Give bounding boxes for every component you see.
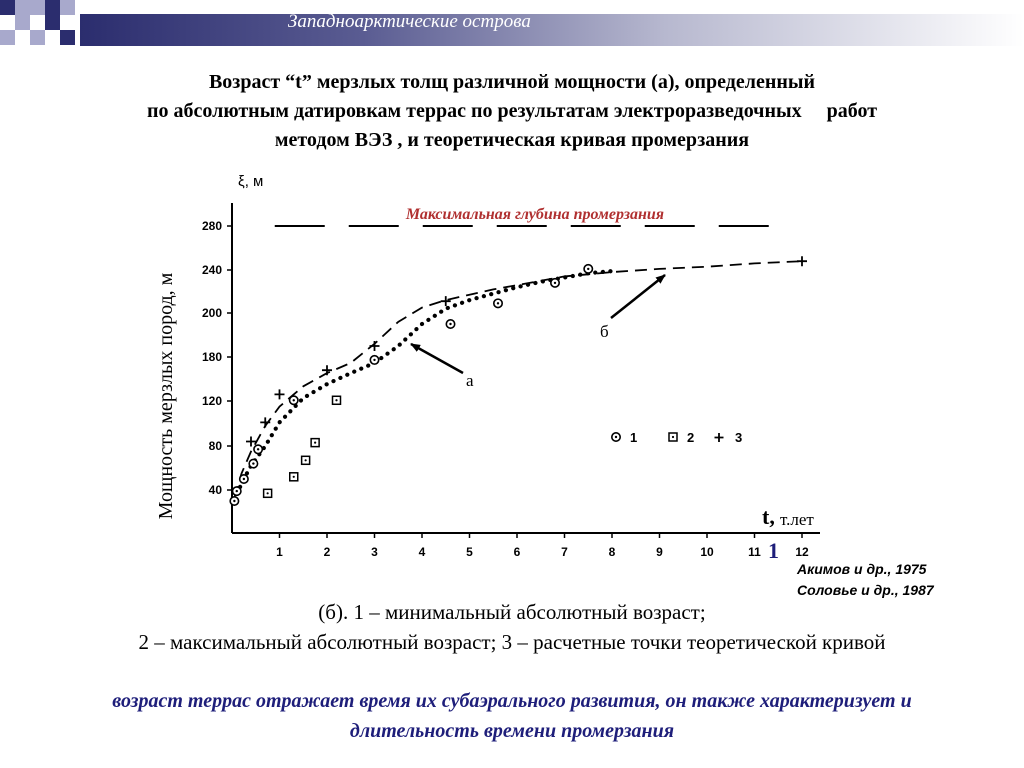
x-tick-label: 11 [748,545,761,559]
data-point-series-2-dot [266,492,269,495]
x-tick-label: 8 [609,545,616,559]
data-point-series-3 [797,256,807,267]
data-point-series-1-dot [233,499,236,503]
data-point-series-1-dot [235,489,238,493]
curve-a-label: а [466,371,474,390]
data-point-series-1-dot [256,448,260,451]
deco-square [30,0,45,15]
deco-square [30,30,45,45]
curve-b-line [233,260,803,498]
caption-line: (б). 1 – минимальный абсолютный возраст; [318,600,706,624]
main-title-line: по абсолютным датировкам террас по резул… [146,100,878,122]
y-tick-label: 180 [202,350,222,364]
x-axis-unit-label: т.лет [780,510,814,529]
data-point-series-1-dot [252,462,255,465]
y-tick-label: 120 [202,394,222,408]
deco-square [60,0,75,15]
data-point-series-1-dot [242,477,246,481]
header-band: Западноарктические острова [0,0,1024,46]
curve-a-line [232,269,615,504]
legend-marker-square-dot [668,432,678,442]
data-point-series-3 [260,417,271,428]
header-title: Западноарктические острова [288,11,531,32]
x-tick-label: 7 [561,545,568,559]
y-unit-label: ξ, м [238,173,263,190]
y-tick-label: 240 [202,263,222,277]
data-point-series-2-dot [335,399,338,402]
data-point-series-3 [274,389,285,400]
curve-a-arrow [410,342,464,375]
main-title: Возраст “t” мерзлых толщ различной мощно… [30,68,994,155]
data-point-series-3 [322,365,332,376]
main-title-line: Возраст “t” мерзлых толщ различной мощно… [208,71,816,93]
data-point-series-1-dot [587,267,590,271]
x-tick-label: 12 [795,545,809,559]
data-point-series-3 [246,436,256,447]
curve-b-arrow [610,274,666,319]
y-tick-label: 280 [202,219,222,233]
x-tick-label: 5 [466,545,473,559]
data-point-series-1-dot [292,399,295,402]
data-point-series-2-dot [304,459,307,462]
data-point-series-1-dot [496,302,500,305]
data-point-series-3 [369,341,380,351]
legend-label-2: 2 [687,430,694,445]
summary-note: возраст террас отражает время их субаэра… [112,690,912,742]
legend-marker-circle-dot [610,431,621,442]
x-tick-label: 4 [419,545,426,559]
source-line: Соловье и др., 1987 [797,582,934,598]
x-tick-label: 6 [514,545,521,559]
deco-square [0,0,15,15]
main-title-line: методом ВЭЗ , и теоретическая кривая про… [274,129,750,151]
x-axis-t-label: t, [762,504,775,529]
legend-marker-dot [614,435,618,439]
data-point-series-2-dot [314,441,317,444]
data-point-series-1-dot [449,322,452,326]
y-axis-title: Мощность мерзлых пород, м [155,272,177,519]
legend-label-3: 3 [735,430,742,445]
data-point-series-1-dot [553,281,557,285]
curve-b-label: б [600,322,609,341]
source-line: Акимов и др., 1975 [797,561,927,577]
y-tick-label: 40 [209,483,223,497]
deco-square [45,15,60,30]
deco-square [45,0,60,15]
legend-marker-plus [714,433,724,442]
y-tick-label: 80 [209,439,223,453]
data-point-series-3 [440,296,451,307]
y-tick-label: 200 [202,306,222,320]
x-tick-label: 9 [656,545,663,559]
legend-marker-dot [671,435,675,439]
caption-line: 2 – максимальный абсолютный возраст; 3 –… [138,630,886,654]
x-tick-label: 1 [276,545,283,559]
x-tick-label: 2 [324,545,331,559]
max-depth-label: Максимальная глубина промерзания [405,206,664,223]
header-gradient [80,14,1024,46]
x-tick-label: 3 [371,545,378,559]
data-point-series-2-dot [292,475,295,478]
legend-label-1: 1 [630,430,637,445]
sources: Акимов и др., 1975 Соловье и др., 1987 [797,559,934,601]
deco-square [0,30,15,45]
data-point-series-1-dot [373,358,376,362]
x-tick-label: 10 [700,545,714,559]
figure-number: 1 [768,538,779,563]
deco-square [15,15,30,30]
deco-square [60,30,75,45]
deco-square [15,0,30,15]
caption: (б). 1 – минимальный абсолютный возраст;… [40,597,984,657]
legend: 1 2 3 [610,430,742,445]
